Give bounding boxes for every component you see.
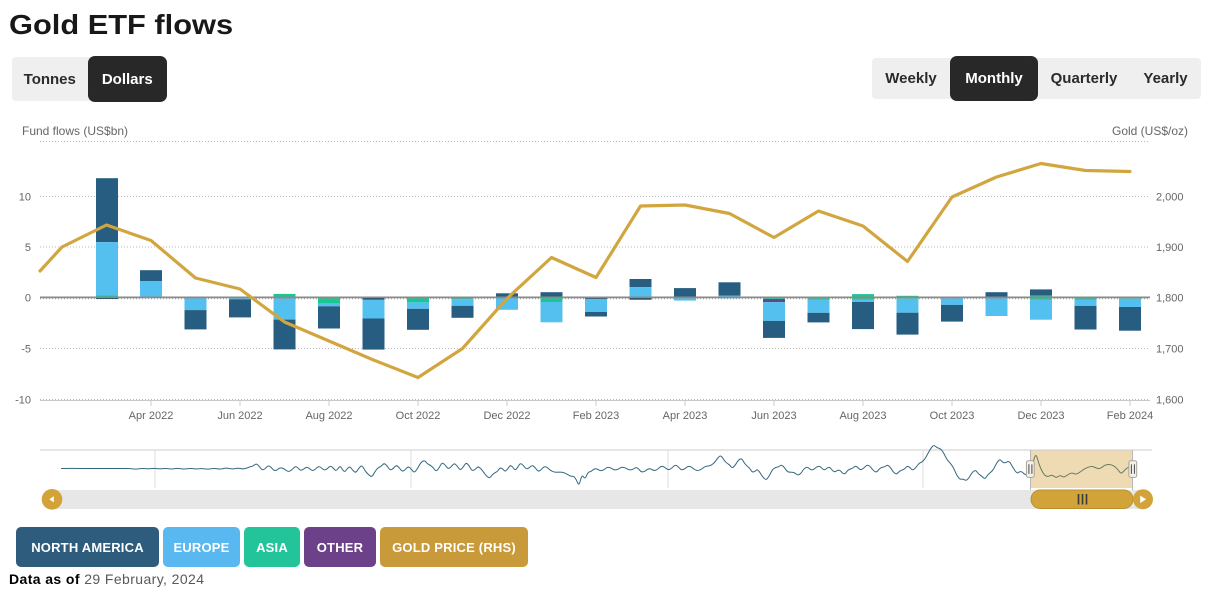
svg-text:Dec 2022: Dec 2022 (483, 410, 530, 422)
svg-text:Jun 2023: Jun 2023 (751, 410, 796, 422)
svg-text:Aug 2022: Aug 2022 (305, 410, 352, 422)
svg-text:Jun 2022: Jun 2022 (217, 410, 262, 422)
svg-text:2,000: 2,000 (1156, 192, 1184, 204)
svg-text:-10: -10 (15, 395, 31, 407)
svg-text:Feb 2024: Feb 2024 (1107, 410, 1153, 422)
svg-text:Apr 2023: Apr 2023 (663, 410, 708, 422)
svg-text:1,900: 1,900 (1156, 242, 1184, 254)
svg-text:Dec 2023: Dec 2023 (1017, 410, 1064, 422)
svg-text:Oct 2022: Oct 2022 (396, 410, 441, 422)
svg-text:1,700: 1,700 (1156, 344, 1184, 356)
svg-text:5: 5 (25, 242, 31, 254)
svg-text:10: 10 (19, 192, 31, 204)
svg-text:Feb 2023: Feb 2023 (573, 410, 619, 422)
svg-text:0: 0 (25, 293, 31, 305)
svg-text:1,600: 1,600 (1156, 395, 1184, 407)
svg-text:Aug 2023: Aug 2023 (839, 410, 886, 422)
svg-text:1,800: 1,800 (1156, 293, 1184, 305)
svg-text:-5: -5 (21, 344, 31, 356)
svg-text:Apr 2022: Apr 2022 (129, 410, 174, 422)
svg-text:Oct 2023: Oct 2023 (930, 410, 975, 422)
